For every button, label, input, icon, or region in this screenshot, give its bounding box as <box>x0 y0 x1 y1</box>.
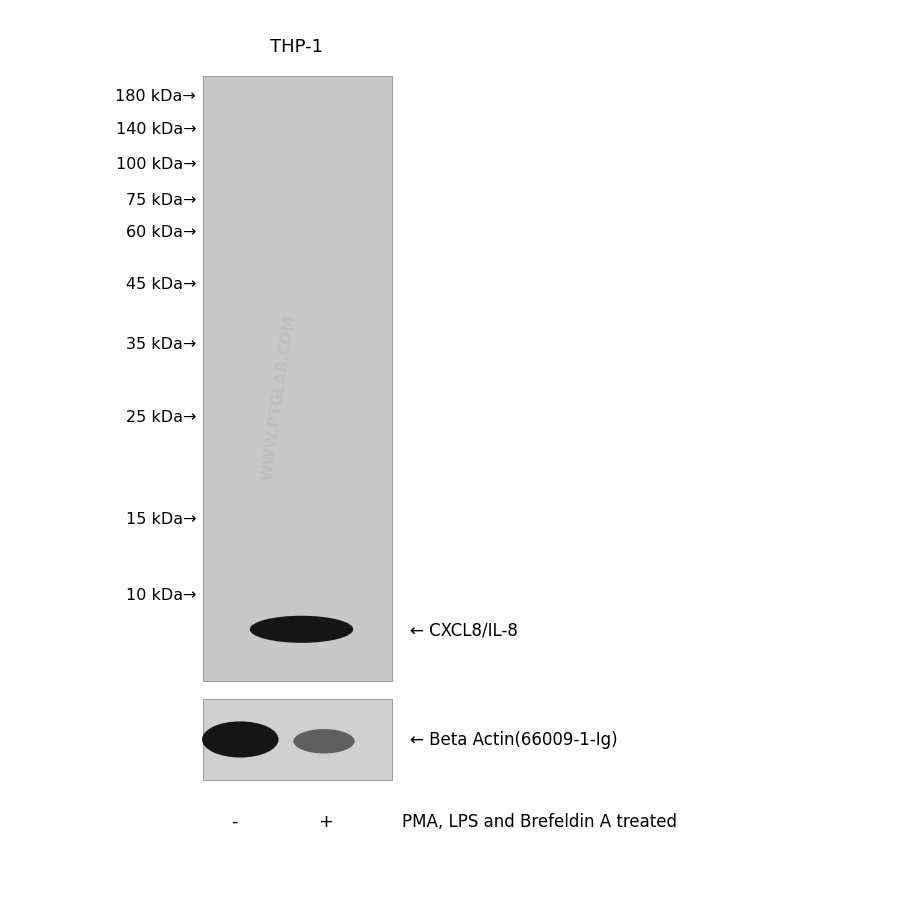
Text: WWW.PTGLAB.COM: WWW.PTGLAB.COM <box>260 313 298 481</box>
Text: 180 kDa→: 180 kDa→ <box>115 89 196 104</box>
Text: ← CXCL8/IL-8: ← CXCL8/IL-8 <box>410 621 518 639</box>
Text: 15 kDa→: 15 kDa→ <box>126 511 196 526</box>
Text: 100 kDa→: 100 kDa→ <box>115 157 196 171</box>
Text: 35 kDa→: 35 kDa→ <box>126 337 196 352</box>
Text: -: - <box>230 812 238 830</box>
Bar <box>202 699 392 780</box>
Text: PMA, LPS and Brefeldin A treated: PMA, LPS and Brefeldin A treated <box>402 812 678 830</box>
Text: 60 kDa→: 60 kDa→ <box>126 226 196 240</box>
Text: THP-1: THP-1 <box>271 38 323 56</box>
Text: 140 kDa→: 140 kDa→ <box>115 122 196 136</box>
Ellipse shape <box>250 616 353 643</box>
Text: ← Beta Actin(66009-1-Ig): ← Beta Actin(66009-1-Ig) <box>410 731 617 749</box>
Text: +: + <box>319 812 333 830</box>
Bar <box>202 77 392 681</box>
Text: 10 kDa→: 10 kDa→ <box>126 588 196 603</box>
Ellipse shape <box>293 729 355 753</box>
Text: 25 kDa→: 25 kDa→ <box>126 410 196 424</box>
Ellipse shape <box>202 722 279 758</box>
Text: 45 kDa→: 45 kDa→ <box>126 277 196 291</box>
Text: 75 kDa→: 75 kDa→ <box>126 193 196 207</box>
